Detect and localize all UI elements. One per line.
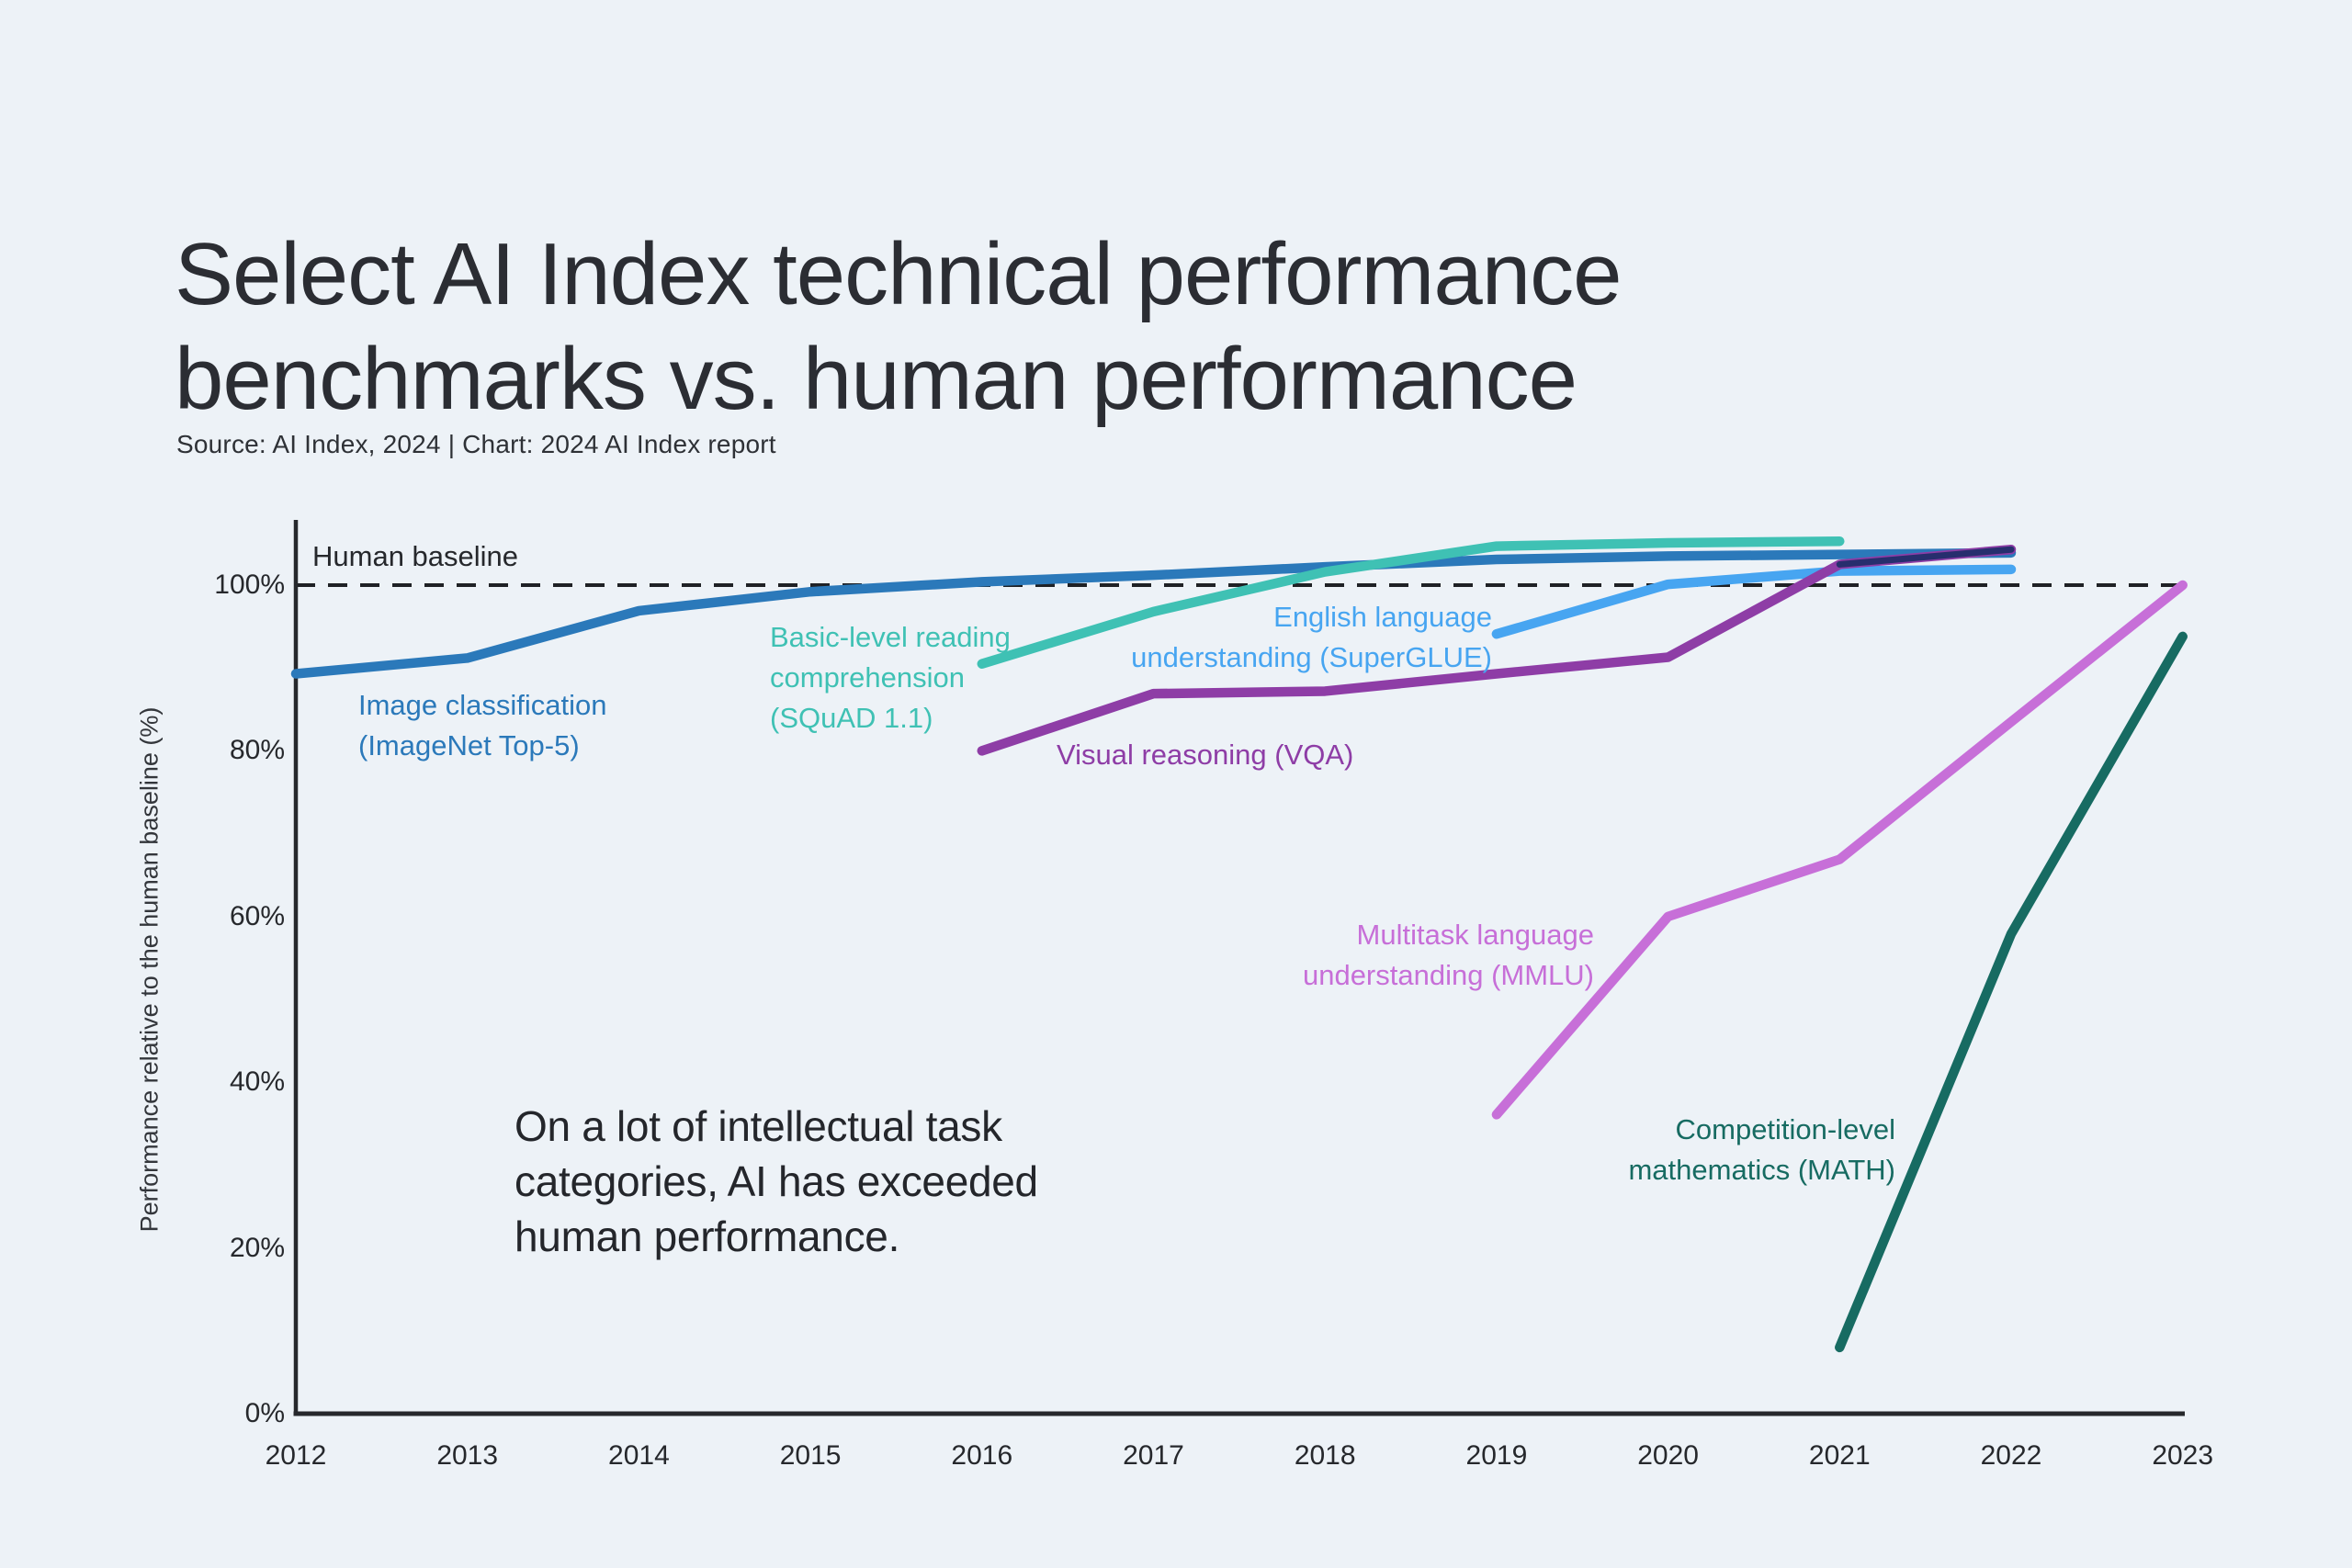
y-axis-title: Performance relative to the human baseli… [135, 706, 164, 1233]
x-tick-label-2012: 2012 [265, 1440, 327, 1471]
x-tick-label-2015: 2015 [779, 1440, 842, 1471]
y-tick-label-80: 80% [229, 735, 285, 766]
series-label-math: Competition-level mathematics (MATH) [1628, 1113, 1895, 1186]
series-line-4 [1491, 580, 2188, 1120]
y-tick-label-100: 100% [214, 570, 285, 600]
series-line-1 [977, 536, 1845, 669]
y-tick-label-40: 40% [229, 1066, 285, 1098]
x-tick-label-2014: 2014 [608, 1440, 670, 1471]
x-tick-label-2017: 2017 [1123, 1440, 1184, 1471]
series-label-vqa: Visual reasoning (VQA) [1057, 739, 1354, 771]
x-tick-label-2020: 2020 [1637, 1440, 1699, 1471]
y-tick-label-0: 0% [244, 1398, 285, 1428]
vqa-imagenet-overlap-segment [1836, 546, 2015, 568]
y-tick-label-60: 60% [229, 900, 285, 931]
x-tick-label-2023: 2023 [2152, 1440, 2214, 1471]
series-label-squad: Basic-level reading comprehension (SQuAD… [770, 621, 1011, 734]
series-line-2 [1491, 564, 2017, 639]
source-line: Source: AI Index, 2024 | Chart: 2024 AI … [176, 430, 776, 458]
series-line-5 [1835, 631, 2188, 1353]
series-label-mmlu: Multitask language understanding (MMLU) [1302, 919, 1594, 991]
series-label-superglue: English language understanding (SuperGLU… [1131, 601, 1492, 673]
page-title: Select AI Index technical performance be… [175, 225, 1623, 429]
series-label-imagenet: Image classification (ImageNet Top-5) [358, 689, 607, 761]
series-line-0 [290, 547, 2017, 679]
annotation-text: On a lot of intellectual task categories… [514, 1102, 1038, 1260]
y-tick-label-20: 20% [229, 1232, 285, 1263]
x-tick-label-2021: 2021 [1808, 1440, 1871, 1471]
x-tick-label-2016: 2016 [951, 1440, 1013, 1471]
x-tick-label-2018: 2018 [1294, 1440, 1356, 1471]
x-tick-label-2019: 2019 [1465, 1440, 1528, 1471]
human-baseline-label: Human baseline [312, 540, 519, 572]
x-tick-label-2013: 2013 [436, 1440, 499, 1471]
x-tick-label-2022: 2022 [1980, 1440, 2042, 1471]
